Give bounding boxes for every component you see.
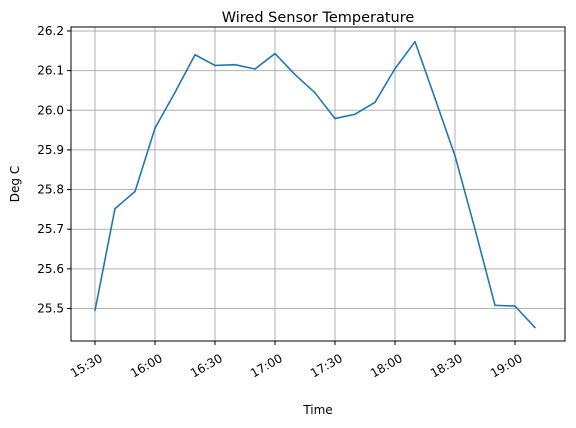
data-point <box>194 53 196 56</box>
series-line <box>94 40 536 329</box>
data-point <box>334 117 336 120</box>
y-tick-label: 26.0 <box>37 103 64 117</box>
y-tick-label: 25.7 <box>37 222 64 236</box>
x-tick-label: 17:30 <box>308 351 345 380</box>
data-point <box>434 97 436 100</box>
y-tick-label: 25.6 <box>37 262 64 276</box>
data-point <box>134 190 136 193</box>
y-tick-label: 25.8 <box>37 183 64 197</box>
data-point <box>454 155 456 157</box>
y-axis-label: Deg C <box>8 166 22 202</box>
data-point <box>474 228 476 230</box>
data-point <box>414 40 416 43</box>
data-point <box>354 113 356 116</box>
y-axis-ticks: 25.5 25.6 25.7 25.8 25.9 26.0 26.1 26.2 <box>37 24 71 315</box>
x-axis-ticks: 15:30 16:00 16:30 17:00 17:30 18:00 18:30 19:00 <box>68 341 525 381</box>
data-point <box>374 101 376 104</box>
data-point <box>294 73 296 76</box>
x-tick-label: 18:00 <box>368 351 405 380</box>
y-tick-label: 25.9 <box>37 143 64 157</box>
data-point <box>154 127 156 129</box>
data-point <box>534 326 536 329</box>
x-tick-label: 18:30 <box>428 351 465 380</box>
data-point <box>274 52 276 55</box>
data-point <box>234 63 236 66</box>
y-tick-label: 26.2 <box>37 24 64 38</box>
x-tick-label: 15:30 <box>68 351 105 380</box>
y-tick-label: 25.5 <box>37 301 64 315</box>
data-point <box>494 304 496 307</box>
x-tick-label: 19:00 <box>488 351 525 380</box>
x-tick-label: 17:00 <box>248 351 285 380</box>
data-point <box>314 92 316 94</box>
data-point <box>174 91 176 94</box>
data-point <box>394 67 396 70</box>
data-point <box>254 68 256 70</box>
plot-frame <box>70 26 566 342</box>
x-tick-label: 16:30 <box>188 351 225 380</box>
data-point <box>114 207 116 210</box>
data-point <box>94 309 96 312</box>
x-tick-label: 16:00 <box>128 351 165 380</box>
chart-title: Wired Sensor Temperature <box>222 10 415 26</box>
data-point <box>214 64 216 67</box>
y-gridlines <box>71 30 565 309</box>
series-layer <box>94 40 536 329</box>
x-axis-label: Time <box>302 403 332 417</box>
y-tick-label: 26.1 <box>37 64 64 78</box>
data-point <box>514 305 516 307</box>
x-gridlines <box>94 27 516 341</box>
